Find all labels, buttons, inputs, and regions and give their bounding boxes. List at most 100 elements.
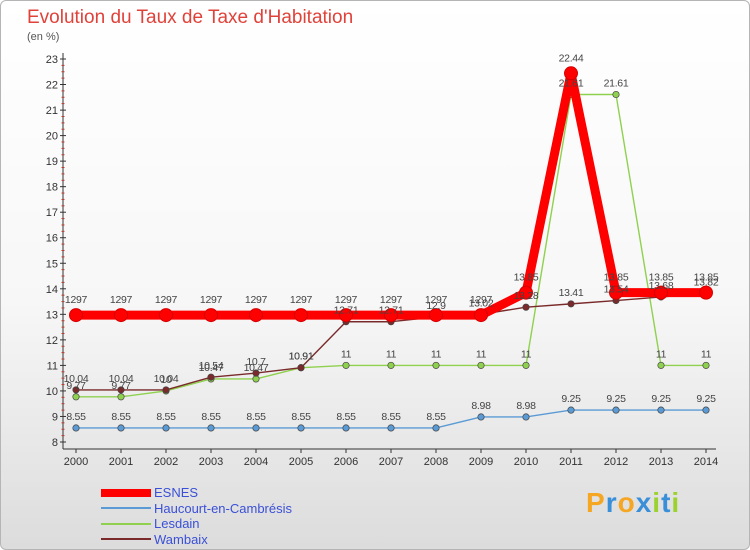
data-label: 8.55 <box>381 411 401 423</box>
data-point <box>519 285 533 300</box>
series-esnes <box>69 66 713 323</box>
data-point <box>72 386 80 394</box>
data-point <box>72 393 80 401</box>
data-point <box>387 361 395 369</box>
data-label: 11 <box>476 348 487 360</box>
data-label: 10.91 <box>289 351 314 363</box>
data-point <box>702 406 710 414</box>
data-label: 1297 <box>200 294 223 306</box>
data-point <box>432 424 440 432</box>
data-label: 11 <box>386 348 397 360</box>
chart-subtitle: (en %) <box>27 31 60 43</box>
y-tick-label: 12 <box>46 335 58 347</box>
data-label: 11 <box>656 348 667 360</box>
data-label: 22.44 <box>559 52 584 64</box>
data-point <box>162 424 170 432</box>
x-tick-label: 2004 <box>244 456 268 468</box>
logo-letter: o <box>617 487 636 518</box>
data-point <box>657 406 665 414</box>
data-point <box>72 424 80 432</box>
data-label: 13.85 <box>649 272 674 284</box>
data-label: 8.55 <box>201 411 221 423</box>
data-label: 13.41 <box>559 287 584 299</box>
logo-letter: x <box>635 487 653 518</box>
data-point <box>432 361 440 369</box>
data-point <box>159 308 173 323</box>
data-label: 8.55 <box>246 411 266 423</box>
legend-label: Wambaix <box>154 531 208 547</box>
data-point <box>252 375 260 383</box>
x-tick-label: 2010 <box>514 456 538 468</box>
legend-swatch <box>101 522 151 525</box>
data-point <box>387 424 395 432</box>
x-tick-label: 2002 <box>154 456 178 468</box>
data-label: 10.54 <box>199 360 224 372</box>
data-label: 1297 <box>470 294 493 306</box>
data-point <box>342 424 350 432</box>
data-point <box>522 413 530 421</box>
data-label: 1297 <box>380 294 403 306</box>
legend-item: ESNES <box>101 485 292 501</box>
x-tick-label: 2000 <box>64 456 88 468</box>
data-point <box>339 308 353 323</box>
data-label: 12.71 <box>334 305 359 317</box>
x-tick-label: 2001 <box>109 456 133 468</box>
data-label: 1297 <box>290 294 313 306</box>
data-point <box>384 308 398 323</box>
data-point <box>117 393 125 401</box>
data-point <box>429 308 443 323</box>
y-tick-label: 11 <box>47 360 58 372</box>
legend-swatch <box>101 488 151 497</box>
logo-letter: i <box>671 487 681 518</box>
data-label: 8.55 <box>156 411 176 423</box>
x-tick-label: 2014 <box>694 456 718 468</box>
data-label: 8.55 <box>66 411 86 423</box>
x-tick-label: 2011 <box>559 456 583 468</box>
data-label: 1297 <box>245 294 268 306</box>
y-tick-label: 10 <box>46 386 58 398</box>
data-point <box>477 413 485 421</box>
legend-label: Lesdain <box>154 516 200 532</box>
data-label: 8.55 <box>111 411 131 423</box>
data-point <box>657 361 665 369</box>
data-point <box>522 361 530 369</box>
x-tick-label: 2007 <box>379 456 403 468</box>
data-label: 8.98 <box>471 400 491 412</box>
data-point <box>699 285 713 300</box>
data-label: 21.61 <box>559 77 584 89</box>
data-label: 10.04 <box>109 373 134 385</box>
legend-item: Wambaix <box>101 532 292 548</box>
data-point <box>612 406 620 414</box>
data-label: 9.77 <box>66 380 86 392</box>
legend-swatch <box>101 507 151 510</box>
y-tick-label: 15 <box>46 258 58 270</box>
data-label: 8.55 <box>291 411 311 423</box>
y-tick-label: 20 <box>46 131 58 143</box>
data-point <box>204 308 218 323</box>
data-point <box>522 303 530 311</box>
data-label: 10.91 <box>289 351 314 363</box>
data-label: 10.7 <box>246 356 266 368</box>
data-point <box>207 424 215 432</box>
x-tick-label: 2005 <box>289 456 313 468</box>
data-label: 13.28 <box>514 290 539 302</box>
logo-letter: r <box>605 487 618 518</box>
x-tick-label: 2012 <box>604 456 628 468</box>
data-point <box>477 361 485 369</box>
data-label: 1297 <box>110 294 133 306</box>
legend-swatch <box>101 538 151 541</box>
logo-letter: P <box>586 487 606 518</box>
y-tick-label: 19 <box>46 156 58 168</box>
data-point <box>654 285 668 300</box>
data-label: 11 <box>431 348 442 360</box>
data-label: 8.55 <box>336 411 356 423</box>
data-label: 8.98 <box>516 400 536 412</box>
data-point <box>474 308 488 323</box>
data-point <box>252 369 260 377</box>
logo-letter: t <box>661 487 672 518</box>
y-tick-label: 8 <box>52 437 58 449</box>
data-point <box>162 386 170 394</box>
data-label: 9.77 <box>111 380 131 392</box>
